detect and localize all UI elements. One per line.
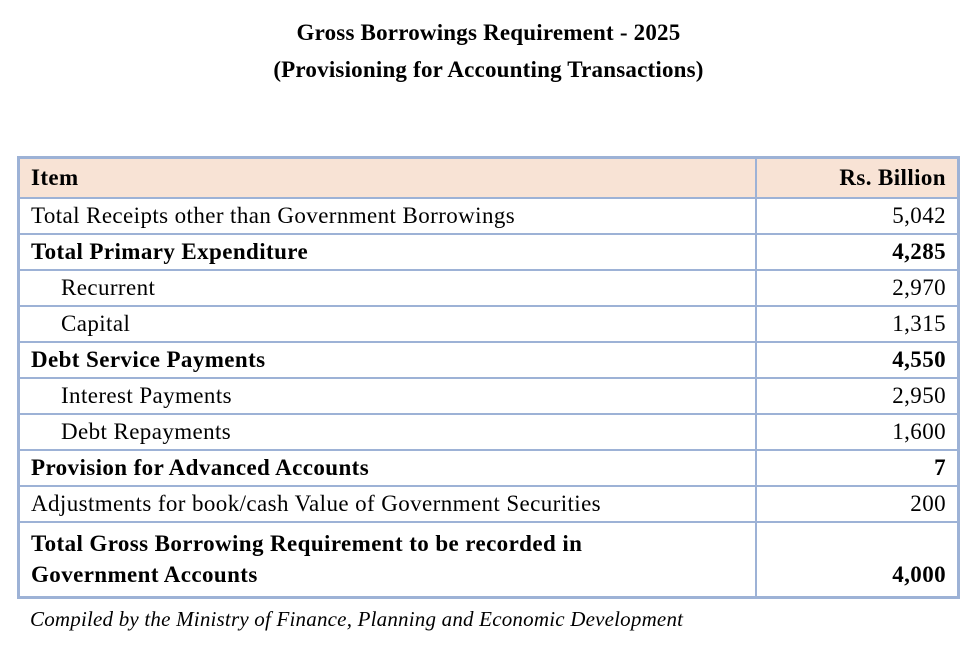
table-row: Interest Payments 2,950 [17,377,960,415]
item-cell: Capital [17,305,757,343]
table-row: Recurrent 2,970 [17,269,960,307]
value-cell: 7 [754,449,960,487]
value-cell: 200 [754,485,960,523]
title-line-2: (Provisioning for Accounting Transaction… [273,57,704,82]
item-cell: Interest Payments [17,377,757,415]
table-row: Capital 1,315 [17,305,960,343]
value-cell: 2,970 [754,269,960,307]
item-cell: Recurrent [17,269,757,307]
table-row-total: Total Gross Borrowing Requirement to be … [17,521,960,599]
item-cell: Total Primary Expenditure [17,233,757,271]
table-header-row: Item Rs. Billion [17,156,960,199]
title-line-1: Gross Borrowings Requirement - 2025 [296,20,681,45]
value-cell: 5,042 [754,197,960,235]
value-cell: 4,550 [754,341,960,379]
item-cell: Total Receipts other than Government Bor… [17,197,757,235]
value-cell: 4,000 [754,521,960,599]
item-cell: Debt Service Payments [17,341,757,379]
table-row: Provision for Advanced Accounts 7 [17,449,960,487]
table-row: Total Receipts other than Government Bor… [17,197,960,235]
total-row-line-1: Total Gross Borrowing Requirement to be … [31,531,583,556]
item-cell: Adjustments for book/cash Value of Gover… [17,485,757,523]
value-cell: 2,950 [754,377,960,415]
item-cell: Total Gross Borrowing Requirement to be … [17,521,757,599]
total-row-line-2: Government Accounts [31,562,258,587]
value-cell: 1,600 [754,413,960,451]
value-cell: 1,315 [754,305,960,343]
value-cell: 4,285 [754,233,960,271]
table-row: Adjustments for book/cash Value of Gover… [17,485,960,523]
table-row: Debt Service Payments 4,550 [17,341,960,379]
table-row: Total Primary Expenditure 4,285 [17,233,960,271]
page-title: Gross Borrowings Requirement - 2025 (Pro… [0,14,977,88]
borrowings-table: Item Rs. Billion Total Receipts other th… [17,156,960,599]
item-cell: Debt Repayments [17,413,757,451]
column-header-value: Rs. Billion [754,156,960,199]
table-row: Debt Repayments 1,600 [17,413,960,451]
source-note: Compiled by the Ministry of Finance, Pla… [30,607,684,631]
item-cell: Provision for Advanced Accounts [17,449,757,487]
column-header-item: Item [17,156,757,199]
